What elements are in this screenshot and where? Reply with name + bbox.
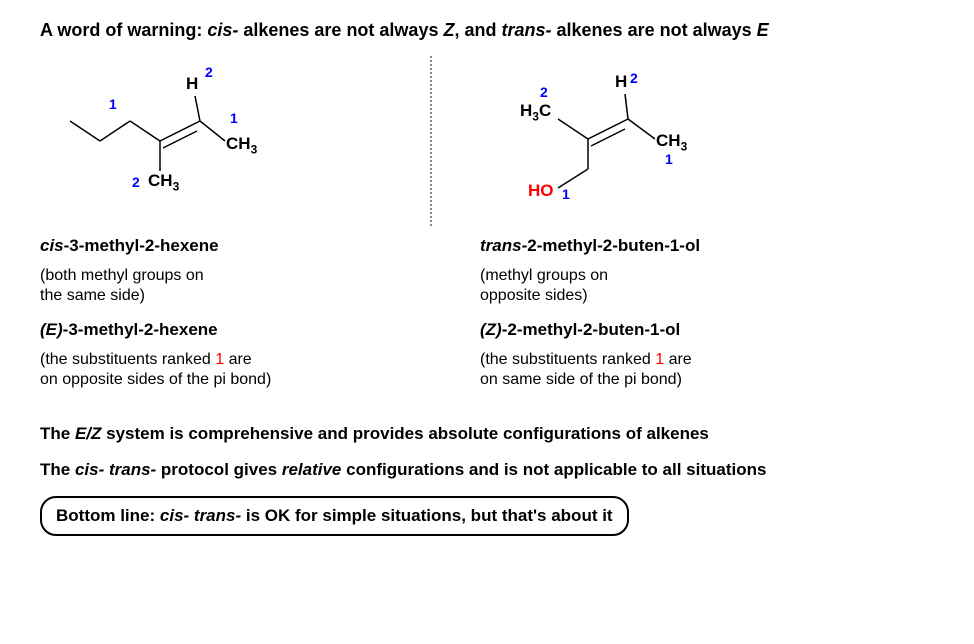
priority-r2b: 2 (540, 84, 548, 100)
left-name-2: (E)-3-methyl-2-hexene (40, 320, 440, 340)
ch3-atom-1: CH3 (226, 134, 257, 156)
summary-line-1: The E/Z system is comprehensive and prov… (40, 424, 934, 444)
left-desc-1: (both methyl groups onthe same side) (40, 266, 440, 306)
priority-2a: 2 (205, 64, 213, 80)
warning-title: A word of warning: cis- alkenes are not … (40, 20, 934, 41)
priority-1a: 1 (109, 96, 117, 112)
right-desc-1: (methyl groups onopposite sides) (480, 266, 920, 306)
summary-section: The E/Z system is comprehensive and prov… (40, 424, 934, 536)
ho-atom: HO (528, 181, 554, 201)
ch3-atom-2: CH3 (148, 171, 179, 193)
priority-2b: 2 (132, 174, 140, 190)
left-name-1: cis-3-methyl-2-hexene (40, 236, 440, 256)
summary-line-2: The cis- trans- protocol gives relative … (40, 460, 934, 480)
left-desc-2: (the substituents ranked 1 areon opposit… (40, 350, 440, 390)
priority-r1a: 1 (665, 151, 673, 167)
left-column: H CH3 CH3 1 2 1 2 cis-3-methyl-2-hexene … (40, 66, 440, 404)
h3c-atom: H3C (520, 101, 551, 123)
left-structure: H CH3 CH3 1 2 1 2 (40, 66, 440, 236)
priority-r2a: 2 (630, 70, 638, 86)
right-desc-2: (the substituents ranked 1 areon same si… (480, 350, 920, 390)
priority-r1b: 1 (562, 186, 570, 202)
h-atom: H (186, 74, 198, 94)
bottom-line-box: Bottom line: cis- trans- is OK for simpl… (40, 496, 629, 536)
right-name-2: (Z)-2-methyl-2-buten-1-ol (480, 320, 920, 340)
right-name-1: trans-2-methyl-2-buten-1-ol (480, 236, 920, 256)
priority-1b: 1 (230, 110, 238, 126)
h-atom-r: H (615, 72, 627, 92)
right-structure: H H3C CH3 HO 2 2 1 1 (480, 66, 920, 236)
right-column: H H3C CH3 HO 2 2 1 1 trans-2-methyl-2-bu… (480, 66, 920, 404)
